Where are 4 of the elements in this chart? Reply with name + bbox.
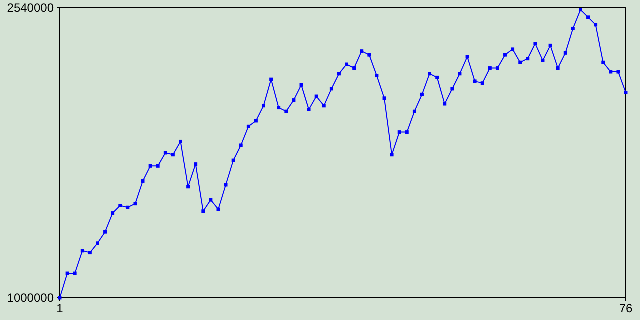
y-tick-label: 2540000 bbox=[7, 0, 54, 15]
x-tick-label: 76 bbox=[619, 302, 633, 316]
x-tick-label: 1 bbox=[56, 302, 64, 316]
y-tick-label: 1000000 bbox=[7, 290, 54, 305]
